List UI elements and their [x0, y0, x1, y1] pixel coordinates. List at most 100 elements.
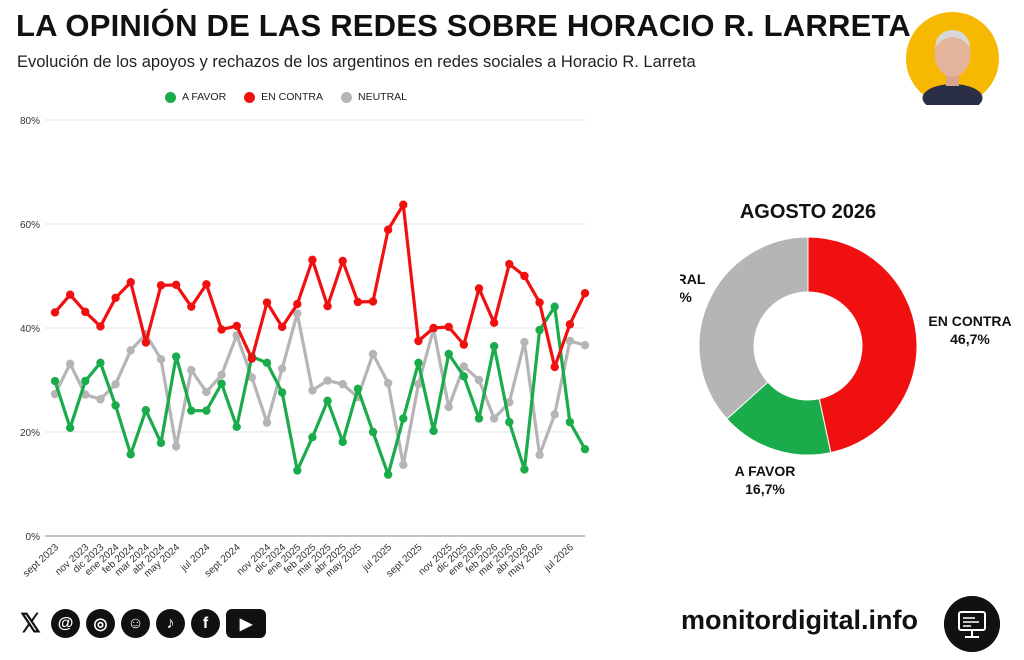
data-point — [338, 256, 347, 266]
donut-label: NEUTRAL — [680, 271, 706, 287]
donut-value-label: 36,7% — [680, 289, 692, 305]
data-point — [489, 318, 499, 327]
y-tick-label: 40% — [20, 324, 40, 335]
threads-icon[interactable]: @ — [51, 609, 80, 638]
legend-swatch-neutral — [341, 91, 352, 103]
data-point — [111, 401, 120, 410]
data-point — [353, 384, 363, 394]
data-point — [489, 414, 499, 423]
data-point — [308, 433, 317, 442]
x-icon[interactable]: 𝕏 — [20, 608, 41, 638]
data-point — [565, 320, 575, 329]
data-point — [96, 322, 105, 331]
data-point — [202, 406, 211, 415]
data-point — [368, 427, 378, 437]
data-point — [459, 340, 469, 349]
data-point — [202, 387, 211, 397]
youtube-icon[interactable]: ▶ — [226, 609, 266, 638]
data-point — [96, 395, 105, 404]
y-tick-label: 60% — [20, 220, 40, 231]
donut-slice-en-contra — [807, 236, 918, 454]
data-point — [126, 450, 135, 459]
data-point — [505, 417, 514, 427]
y-tick-label: 0% — [26, 532, 41, 543]
data-point — [277, 364, 287, 373]
donut-label: A FAVOR — [735, 463, 796, 479]
data-point — [156, 355, 166, 364]
tiktok-icon[interactable]: ♪ — [156, 609, 185, 638]
data-point — [247, 373, 257, 382]
data-point — [399, 460, 408, 469]
data-point — [81, 307, 90, 317]
data-point — [414, 336, 423, 346]
data-point — [111, 379, 120, 389]
data-point — [293, 309, 302, 318]
data-point — [232, 422, 241, 431]
data-point — [323, 376, 332, 385]
data-point — [565, 336, 575, 346]
series-line-a-favor — [53, 305, 587, 477]
data-point — [277, 322, 287, 332]
data-point — [171, 280, 181, 290]
page-subtitle: Evolución de los apoyos y rechazos de lo… — [17, 53, 696, 71]
data-point — [232, 321, 241, 331]
data-point — [505, 259, 514, 269]
legend-item-neutral: NEUTRAL — [341, 91, 407, 103]
data-point — [414, 358, 423, 368]
data-point — [444, 402, 453, 412]
data-point — [580, 288, 590, 298]
donut-label: EN CONTRA — [928, 313, 1011, 329]
instagram-icon[interactable]: ◎ — [86, 609, 115, 638]
legend-label-neutral: NEUTRAL — [358, 91, 408, 103]
data-point — [550, 410, 559, 419]
data-point — [277, 388, 287, 397]
data-point — [171, 442, 181, 451]
legend-item-favor: A FAVOR — [165, 91, 226, 103]
site-name[interactable]: monitordigital.info — [681, 605, 918, 635]
data-point — [383, 225, 393, 234]
data-point — [474, 414, 484, 423]
legend-item-contra: EN CONTRA — [244, 91, 323, 103]
data-point — [399, 200, 408, 209]
donut-chart: AGOSTO 2026 EN CONTRA 46,7% A FAVOR 16,7% NEU… — [680, 201, 1012, 497]
series-line-en-contra — [53, 203, 587, 369]
avatar — [906, 12, 999, 105]
data-point — [368, 349, 378, 359]
reddit-icon[interactable]: ☺ — [121, 609, 150, 638]
data-point — [323, 301, 332, 311]
data-point — [535, 325, 544, 335]
donut-value-label: 46,7% — [950, 331, 990, 347]
data-point — [550, 362, 559, 372]
data-point — [202, 280, 211, 289]
data-point — [489, 342, 499, 351]
donut-slice-neutral — [698, 236, 809, 420]
data-point — [187, 365, 196, 375]
data-point — [520, 337, 529, 347]
data-point — [429, 426, 438, 436]
data-point — [338, 437, 347, 447]
data-point — [444, 322, 453, 332]
data-point — [156, 438, 166, 448]
legend-swatch-contra — [244, 91, 256, 103]
data-point — [444, 349, 453, 359]
data-point — [65, 359, 75, 369]
data-point — [338, 379, 347, 389]
data-point — [126, 346, 135, 355]
data-point — [247, 354, 257, 363]
data-point — [262, 418, 272, 427]
legend-label-favor: A FAVOR — [182, 91, 227, 103]
data-point — [399, 414, 408, 423]
data-point — [65, 423, 75, 433]
data-point — [565, 417, 575, 427]
data-point — [520, 465, 529, 474]
data-point — [50, 376, 60, 386]
data-point — [383, 378, 393, 388]
x-tick-label: sept 2023 — [21, 542, 61, 580]
facebook-icon[interactable]: f — [191, 609, 220, 638]
data-point — [141, 338, 151, 347]
page-title: LA OPINIÓN DE LAS REDES SOBRE HORACIO R.… — [16, 8, 911, 43]
data-point — [187, 406, 196, 415]
data-point — [111, 293, 120, 303]
data-point — [217, 370, 226, 379]
